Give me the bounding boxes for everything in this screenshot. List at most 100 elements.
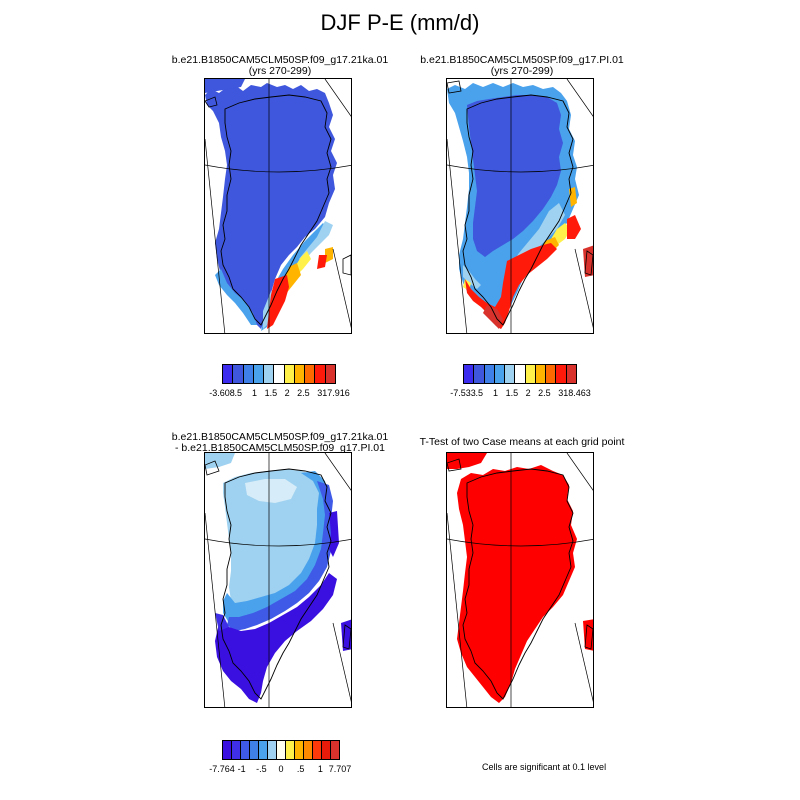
- colorbar-tick-labels: -7.533.5 1 1.5 2 2.5 3 18.463: [450, 388, 591, 400]
- coast-red-dark: [483, 305, 503, 329]
- colorbar-swatch: [515, 365, 526, 383]
- colorbar-panel-2: -7.533.5 1 1.5 2 2.5 3 18.463: [450, 364, 591, 400]
- panel-4-title-line1: T-Test of two Case means at each grid po…: [419, 436, 625, 448]
- colorbar-tick-label: -3.608: [209, 388, 235, 398]
- map-panel-21ka: [204, 78, 352, 334]
- greenland-map-21ka: [205, 79, 351, 333]
- diff-palest: [245, 479, 297, 503]
- panel-1-title-line1: b.e21.B1850CAM5CLM50SP.f09_g17.21ka.01: [171, 54, 389, 66]
- colorbar-tick-label: .5: [234, 388, 243, 398]
- colorbar-swatch: [494, 365, 506, 383]
- colorbar-tick-label: -7.533: [450, 388, 476, 398]
- colorbar-swatch: [241, 741, 250, 759]
- colorbar-tick-label: 1.5: [505, 388, 519, 398]
- colorbar-tick-label: 18.463: [563, 388, 591, 398]
- diff-deepblue: [215, 573, 337, 703]
- colorbar-tick-label: 3: [558, 388, 564, 398]
- colorbar-swatches: [463, 364, 577, 384]
- ice-region-nw: [205, 79, 245, 93]
- colorbar-swatch: [253, 365, 265, 383]
- colorbar-swatches: [222, 364, 336, 384]
- map-panel-pi: [446, 78, 594, 334]
- coastal-orange-2: [325, 247, 333, 263]
- colorbar-swatch: [546, 365, 557, 383]
- coast-red-e: [567, 215, 581, 239]
- coastal-blue-sw: [215, 269, 257, 325]
- colorbar-swatch: [286, 741, 295, 759]
- colorbar-tick-labels: -7.764 -1 -.5 0 .5 1 7.707: [209, 764, 351, 776]
- greenland-map-ttest: [447, 453, 593, 707]
- graticule: [447, 453, 593, 707]
- colorbar-tick-label: 1: [317, 764, 323, 774]
- colorbar-swatch: [268, 741, 277, 759]
- colorbar-tick-label: 1.5: [264, 388, 278, 398]
- colorbar-swatch: [223, 741, 232, 759]
- colorbar-tick-label: 2.5: [297, 388, 310, 398]
- panel-2-title-line2: (yrs 270-299): [490, 65, 554, 77]
- coastline-islands: [447, 458, 593, 650]
- colorbar-swatch: [322, 741, 331, 759]
- colorbar-swatch: [295, 741, 304, 759]
- colorbar-swatch: [274, 365, 285, 383]
- diff-midblue-w: [223, 593, 237, 623]
- coastline: [462, 94, 574, 326]
- colorbar-swatch: [566, 365, 576, 383]
- panel-4-title: T-Test of two Case means at each grid po…: [372, 437, 672, 448]
- colorbar-tick-label: 17.916: [322, 388, 350, 398]
- colorbar-tick-label: 1: [493, 388, 499, 398]
- colorbar-swatch: [223, 365, 234, 383]
- colorbar-swatch: [325, 365, 335, 383]
- colorbar-tick-label: .5: [296, 764, 305, 774]
- significant-cells-nw: [447, 453, 487, 469]
- colorbar-swatch: [305, 365, 316, 383]
- colorbar-tick-label: -7.764: [209, 764, 235, 774]
- panel-3-title: b.e21.B1850CAM5CLM50SP.f09_g17.21ka.01 -…: [130, 432, 430, 454]
- coastline: [220, 468, 332, 700]
- ice-interior: [467, 95, 563, 257]
- ice-region: [205, 83, 337, 329]
- map-panel-ttest: [446, 452, 594, 708]
- diff-blue: [227, 481, 335, 631]
- colorbar-swatch: [232, 741, 241, 759]
- coastline-islands: [447, 80, 593, 276]
- colorbar-swatch: [464, 365, 475, 383]
- colorbar-tick-labels: -3.608.5 1 1.5 2 2.5 3 17.916: [209, 388, 350, 400]
- colorbar-panel-1: -3.608.5 1 1.5 2 2.5 3 17.916: [209, 364, 350, 400]
- coastline-islands: [205, 96, 351, 276]
- colorbar-tick-label: -.5: [256, 764, 267, 774]
- coastline-islands: [205, 460, 351, 650]
- colorbar-swatch: [525, 365, 536, 383]
- panel-1-title: b.e21.B1850CAM5CLM50SP.f09_g17.21ka.01 (…: [130, 55, 430, 77]
- graticule: [205, 79, 351, 333]
- colorbar-swatch: [484, 365, 495, 383]
- colorbar-swatch: [474, 365, 485, 383]
- diff-nw: [205, 453, 235, 469]
- colorbar-panel-3: -7.764 -1 -.5 0 .5 1 7.707: [209, 740, 351, 776]
- colorbar-tick-label: 2: [525, 388, 531, 398]
- colorbar-tick-label: 2: [284, 388, 290, 398]
- colorbar-swatch: [315, 365, 326, 383]
- significance-note: Cells are significant at 0.1 level: [482, 762, 607, 772]
- panel-1-title-line2: (yrs 270-299): [248, 65, 312, 77]
- map-panel-difference: [204, 452, 352, 708]
- panel-2-title-line1: b.e21.B1850CAM5CLM50SP.f09_g17.PI.01: [420, 54, 624, 66]
- panel-3-title-line2: - b.e21.B1850CAM5CLM50SP.f09_g17.PI.01: [175, 442, 385, 454]
- greenland-map-difference: [205, 453, 351, 707]
- coastal-red-e: [317, 255, 327, 269]
- colorbar-swatch: [535, 365, 547, 383]
- colorbar-swatches: [222, 740, 340, 760]
- colorbar-swatch: [331, 741, 339, 759]
- colorbar-swatch: [250, 741, 259, 759]
- colorbar-tick-label: .5: [475, 388, 484, 398]
- coastline: [462, 468, 574, 700]
- colorbar-tick-label: 2.5: [538, 388, 551, 398]
- colorbar-swatch: [304, 741, 313, 759]
- colorbar-swatch: [259, 741, 268, 759]
- colorbar-tick-label: 7.707: [328, 764, 352, 774]
- colorbar-tick-label: 0: [278, 764, 284, 774]
- colorbar-swatch: [556, 365, 567, 383]
- colorbar-tick-label: 1: [252, 388, 258, 398]
- significant-cells: [457, 465, 577, 703]
- colorbar-swatch: [505, 365, 516, 383]
- colorbar-swatch: [264, 365, 275, 383]
